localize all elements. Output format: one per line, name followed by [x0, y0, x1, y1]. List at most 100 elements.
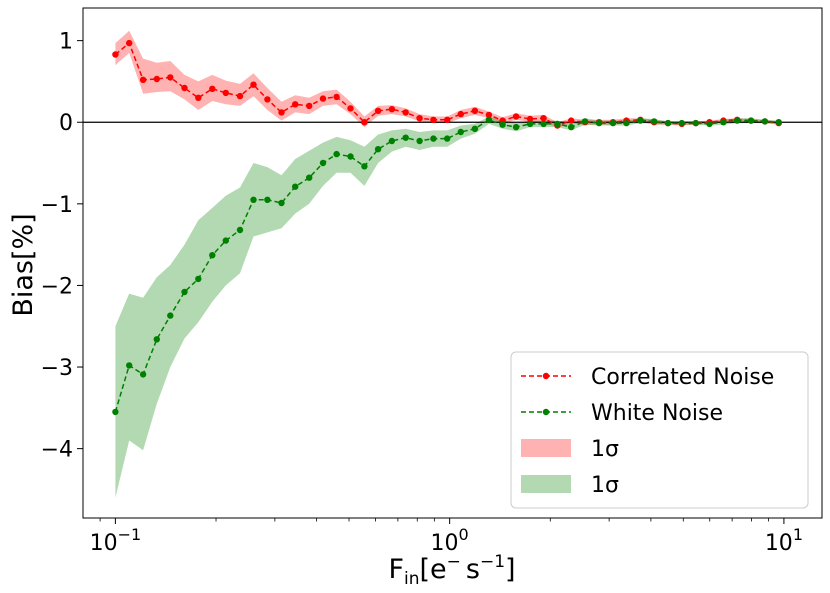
white-noise-point [761, 118, 769, 125]
white-noise-point [388, 137, 396, 145]
white-noise-point [374, 146, 382, 153]
white-noise-point [706, 120, 713, 128]
white-noise-point [167, 312, 174, 319]
white-noise-point [637, 117, 644, 124]
correlated-noise-sigma-band [115, 30, 779, 128]
white-noise-point [485, 116, 493, 124]
white-noise-point [499, 121, 506, 128]
legend-label: 1σ [591, 437, 619, 462]
y-tick-label: −2 [41, 274, 73, 299]
correlated-noise-point [181, 84, 188, 92]
white-noise-point [444, 135, 451, 142]
correlated-noise-point [333, 93, 340, 101]
white-noise-point [471, 125, 479, 132]
y-tick-label: −4 [41, 438, 73, 463]
white-noise-point [554, 120, 561, 128]
correlated-noise-point [568, 117, 575, 124]
correlated-noise-point [374, 107, 382, 115]
white-noise-point [692, 119, 699, 127]
legend-marker-correlated-noise [542, 372, 550, 380]
white-noise-point [306, 174, 313, 181]
white-noise-point [264, 196, 271, 203]
correlated-noise-point [250, 81, 257, 88]
correlated-noise-point [236, 92, 244, 100]
white-noise-point [650, 118, 658, 125]
correlated-noise-point [388, 106, 396, 113]
correlated-noise-point [430, 116, 437, 124]
correlated-noise-point [457, 110, 464, 118]
correlated-noise-point [264, 96, 271, 103]
y-tick-label: −1 [41, 193, 73, 218]
correlated-noise-point [319, 95, 327, 102]
correlated-noise-point [153, 75, 160, 83]
y-axis-title: Bias[%] [8, 213, 39, 316]
white-noise-point [361, 163, 368, 170]
white-noise-point [512, 123, 520, 131]
white-noise-point [678, 119, 685, 127]
x-axis-title: Fin[e− s−1] [388, 552, 515, 589]
correlated-noise-point [444, 116, 451, 124]
white-noise-point [236, 226, 244, 234]
white-noise-point [139, 371, 147, 378]
white-noise-point [250, 196, 257, 203]
white-noise-point [720, 119, 727, 126]
white-noise-point [333, 150, 340, 158]
legend: Correlated Noise White Noise 1σ 1σ [510, 351, 809, 509]
correlated-noise-point [209, 85, 216, 93]
white-noise-point [540, 120, 547, 128]
x-axis-ticks: 10−1 100 101 [90, 518, 803, 556]
white-noise-point [664, 119, 672, 127]
legend-label: 1σ [591, 473, 619, 498]
white-noise-point [568, 123, 575, 131]
y-tick-label: −3 [41, 356, 73, 381]
white-noise-point [595, 119, 603, 127]
white-noise-point [734, 117, 741, 124]
legend-label: Correlated Noise [591, 365, 774, 390]
x-tick-label: 10−1 [90, 525, 142, 556]
white-noise-point [153, 336, 160, 343]
white-noise-point [278, 199, 285, 207]
white-noise-point [112, 408, 119, 416]
correlated-noise-point [195, 94, 202, 102]
correlated-noise-point [292, 101, 299, 108]
correlated-noise-point [512, 113, 520, 120]
correlated-noise-point [222, 89, 229, 97]
white-noise-point [209, 252, 216, 259]
plot-frame [82, 7, 823, 519]
white-noise-point [775, 119, 782, 126]
white-noise-point [416, 137, 423, 145]
legend-swatch-band-3 [521, 475, 571, 493]
series-points [112, 39, 782, 416]
y-axis-ticks: 1 0 −1 −2 −3 −4 [41, 30, 83, 463]
y-tick-label: 0 [59, 111, 73, 136]
white-noise-point [195, 275, 202, 283]
correlated-noise-point [126, 39, 133, 47]
white-noise-point [292, 183, 299, 190]
correlated-noise-point [167, 74, 174, 81]
white-noise-point [319, 159, 327, 167]
legend-swatch-band-2 [521, 439, 571, 457]
correlated-noise-point [139, 76, 147, 84]
white-noise-point [347, 153, 354, 160]
white-noise-point [526, 120, 534, 128]
white-noise-point [181, 288, 188, 296]
correlated-noise-point [347, 105, 354, 112]
correlated-noise-point [485, 111, 493, 119]
correlated-noise-point [526, 115, 534, 123]
correlated-noise-point [416, 115, 423, 122]
white-noise-point [581, 118, 589, 125]
correlated-noise-point [112, 51, 119, 58]
confidence-bands [115, 30, 779, 498]
white-noise-point [747, 117, 755, 124]
x-tick-label: 100 [431, 525, 469, 556]
legend-marker-white-noise [542, 408, 550, 416]
white-noise-point [126, 362, 133, 369]
correlated-noise-point [361, 119, 368, 126]
correlated-noise-point [278, 109, 285, 116]
white-noise-point [609, 119, 617, 127]
legend-label: White Noise [591, 401, 723, 426]
correlated-noise-point [540, 115, 547, 122]
white-noise-sigma-band [115, 116, 779, 498]
white-noise-point [430, 135, 437, 142]
